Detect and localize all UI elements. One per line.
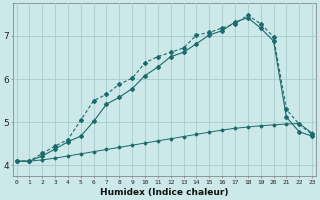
- X-axis label: Humidex (Indice chaleur): Humidex (Indice chaleur): [100, 188, 228, 197]
